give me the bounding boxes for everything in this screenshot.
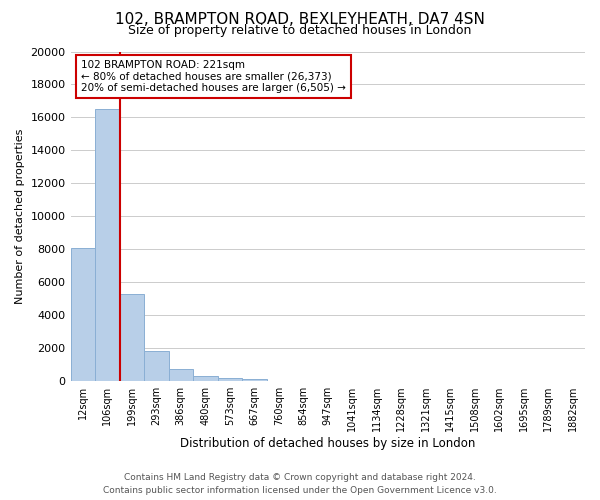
Bar bbox=[218, 378, 242, 381]
Bar bbox=[193, 376, 218, 381]
X-axis label: Distribution of detached houses by size in London: Distribution of detached houses by size … bbox=[180, 437, 475, 450]
Y-axis label: Number of detached properties: Number of detached properties bbox=[15, 128, 25, 304]
Text: Size of property relative to detached houses in London: Size of property relative to detached ho… bbox=[128, 24, 472, 37]
Bar bbox=[169, 368, 193, 381]
Text: 102 BRAMPTON ROAD: 221sqm
← 80% of detached houses are smaller (26,373)
20% of s: 102 BRAMPTON ROAD: 221sqm ← 80% of detac… bbox=[81, 60, 346, 93]
Bar bbox=[95, 109, 119, 381]
Bar bbox=[242, 378, 266, 381]
Bar bbox=[71, 248, 95, 381]
Text: Contains HM Land Registry data © Crown copyright and database right 2024.
Contai: Contains HM Land Registry data © Crown c… bbox=[103, 474, 497, 495]
Text: 102, BRAMPTON ROAD, BEXLEYHEATH, DA7 4SN: 102, BRAMPTON ROAD, BEXLEYHEATH, DA7 4SN bbox=[115, 12, 485, 26]
Bar bbox=[144, 352, 169, 381]
Bar bbox=[119, 294, 144, 381]
